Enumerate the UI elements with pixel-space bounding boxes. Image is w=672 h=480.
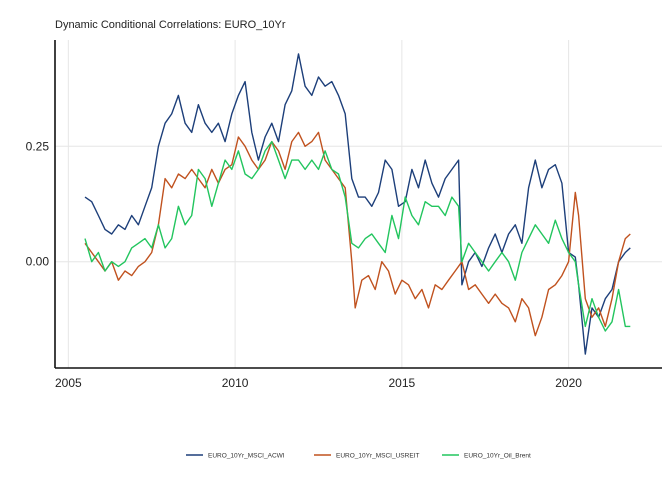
- legend-label: EURO_10Yr_Oil_Brent: [464, 453, 531, 460]
- x-tick-label-2015: 2015: [389, 376, 416, 390]
- y-tick-label-1: 0.25: [26, 139, 50, 153]
- tick-labels: 2005 2010 2015 2020 0.00 0.25: [26, 139, 583, 390]
- legend-item-EURO_10Yr_MSCI_USREIT: EURO_10Yr_MSCI_USREIT: [314, 453, 419, 460]
- legend-item-EURO_10Yr_MSCI_ACWI: EURO_10Yr_MSCI_ACWI: [186, 453, 285, 460]
- chart-title: Dynamic Conditional Correlations: EURO_1…: [55, 19, 286, 31]
- series-layer: [84, 53, 631, 355]
- x-tick-label-2020: 2020: [555, 376, 582, 390]
- y-tick-label-0: 0.00: [26, 255, 50, 269]
- x-tick-label-2005: 2005: [55, 376, 82, 390]
- x-tick-label-2010: 2010: [222, 376, 249, 390]
- legend-item-EURO_10Yr_Oil_Brent: EURO_10Yr_Oil_Brent: [442, 453, 531, 460]
- legend-label: EURO_10Yr_MSCI_USREIT: [336, 453, 419, 460]
- legend: EURO_10Yr_MSCI_ACWI EURO_10Yr_MSCI_USREIT…: [186, 453, 531, 460]
- legend-label: EURO_10Yr_MSCI_ACWI: [208, 453, 285, 460]
- series-line-EURO_10Yr_Oil_Brent: [84, 140, 631, 332]
- series-line-EURO_10Yr_MSCI_USREIT: [84, 131, 631, 337]
- series-line-EURO_10Yr_MSCI_ACWI: [84, 53, 631, 355]
- axis-layer: [54, 40, 662, 369]
